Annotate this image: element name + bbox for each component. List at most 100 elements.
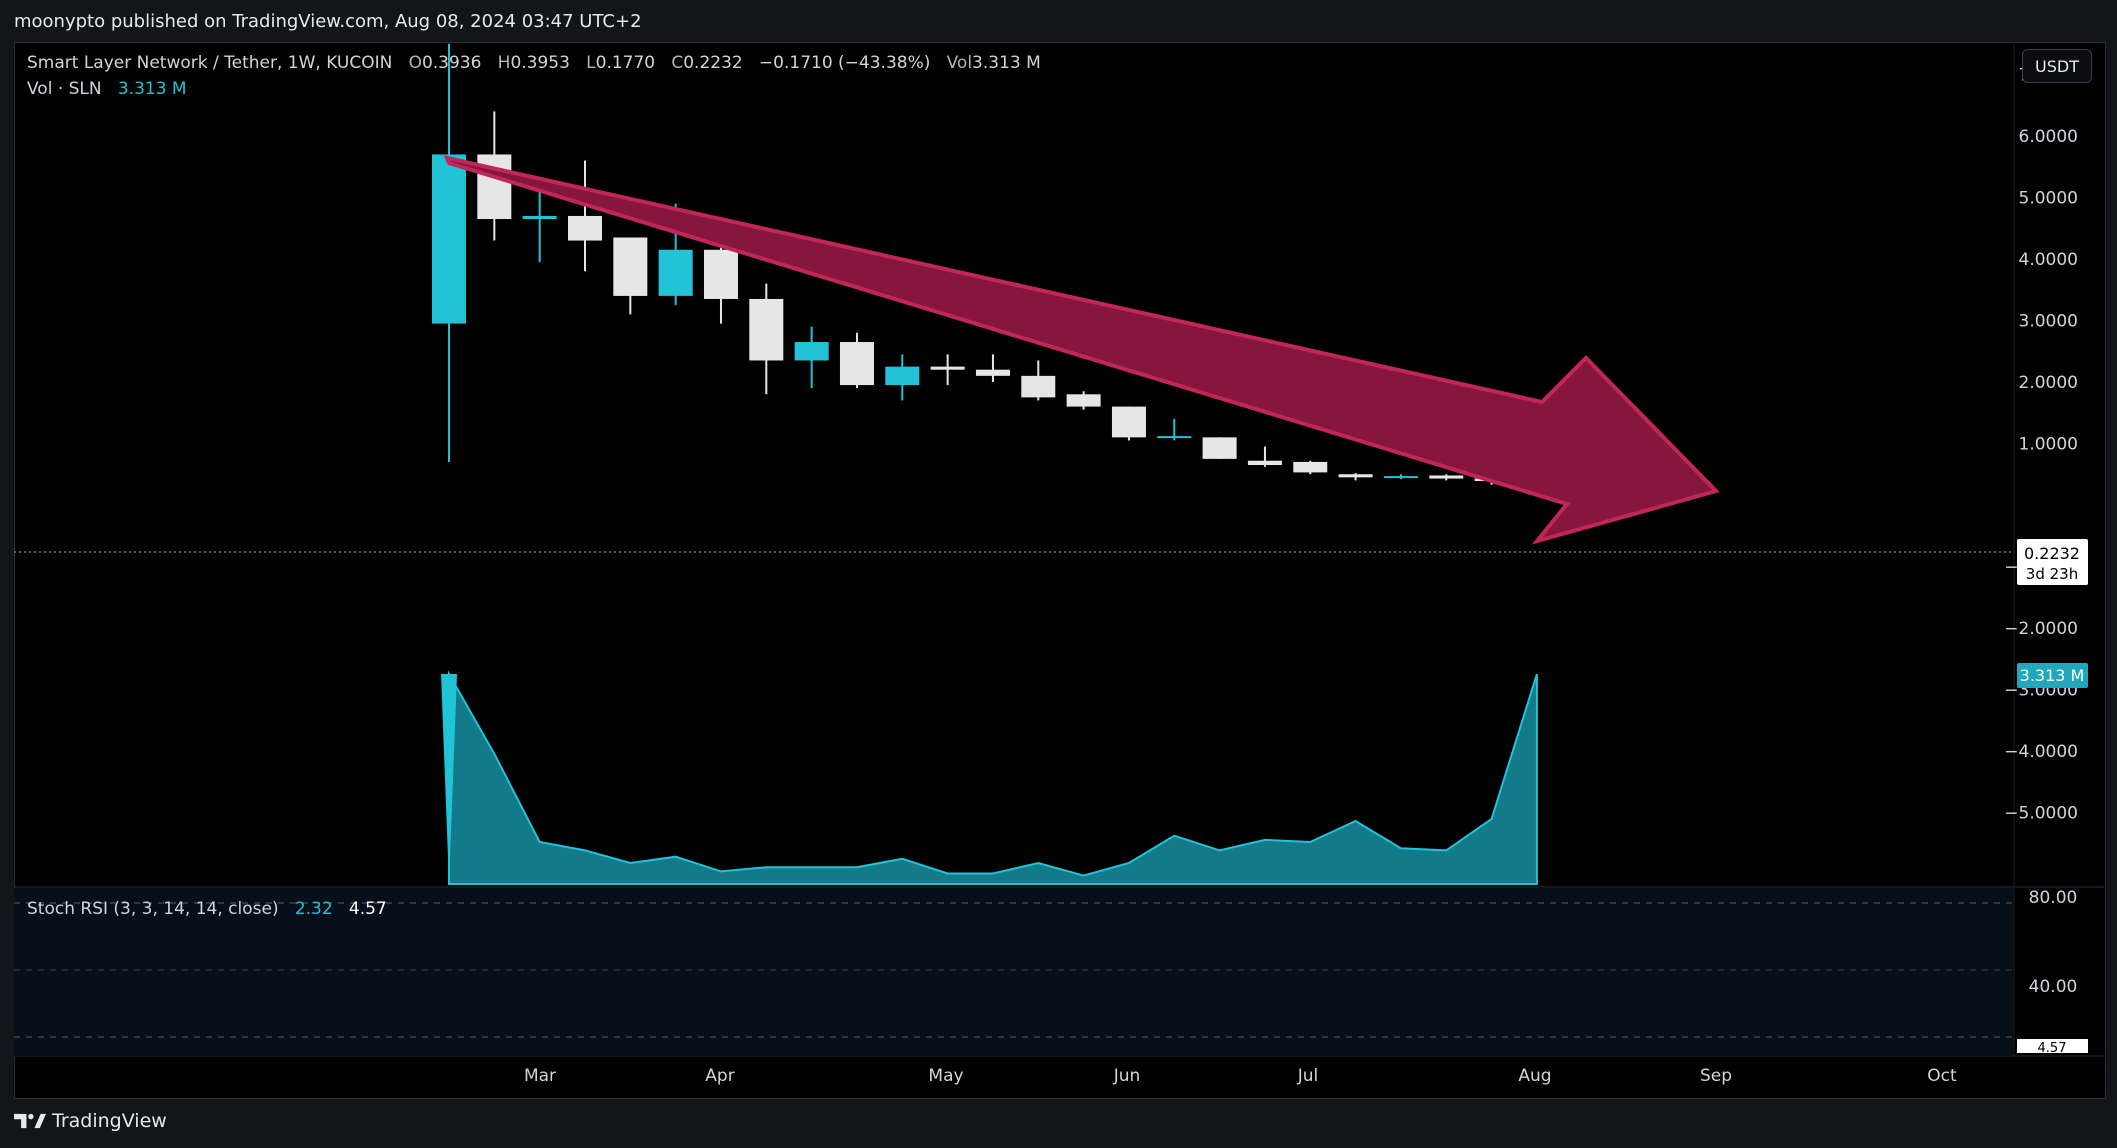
time-tick-label: Apr (705, 1066, 734, 1086)
candle-body (567, 215, 602, 241)
price-tick-label: −5.0000 (2004, 804, 2078, 824)
time-tick-label: Jul (1297, 1066, 1319, 1086)
candle-body (930, 366, 965, 370)
tradingview-logo-icon (14, 1113, 46, 1129)
stoch-rsi-d: 4.57 (348, 899, 387, 919)
candle-body (1383, 476, 1418, 479)
stoch-rsi-label: Stoch RSI (3, 3, 14, 14, close) (27, 899, 279, 919)
high-value: 0.3953 (510, 53, 570, 73)
volume-area-fill (448, 670, 1538, 885)
candle-body (1247, 460, 1282, 466)
symbol-name[interactable]: Smart Layer Network / Tether, 1W, KUCOIN (27, 53, 393, 73)
downtrend-arrow (443, 155, 1720, 545)
close-label: C (671, 53, 684, 73)
candle (432, 43, 466, 462)
candle (1429, 474, 1464, 481)
open-value: 0.3936 (421, 53, 482, 73)
candle-body (613, 237, 648, 296)
candle-body (975, 369, 1010, 376)
candle (1293, 460, 1328, 475)
close-value: 0.2232 (683, 53, 743, 73)
brand[interactable]: TradingView (14, 1110, 167, 1132)
bar-countdown: 3d 23h (2026, 565, 2078, 583)
price-tick-label: 2.0000 (2019, 373, 2078, 393)
candle (1066, 391, 1101, 410)
candle (975, 354, 1010, 382)
time-tick-label: Oct (1927, 1066, 1957, 1086)
currency-button[interactable]: USDT (2022, 49, 2092, 83)
footer-bar (0, 1100, 2117, 1148)
time-tick-label: Jun (1113, 1066, 1141, 1086)
volume-spike-first (441, 674, 457, 884)
candle-body (1157, 436, 1192, 439)
high-label: H (497, 53, 511, 73)
time-axis: Mar Apr May Jun Jul Aug Sep Oct (524, 1066, 1957, 1086)
price-tick-label: 4.0000 (2019, 250, 2078, 270)
candle (1247, 446, 1282, 467)
vol-value: 3.313 M (972, 53, 1041, 73)
candle (885, 354, 920, 401)
symbol-legend[interactable]: Smart Layer Network / Tether, 1W, KUCOIN… (27, 53, 1041, 73)
price-tick-label: 3.0000 (2019, 312, 2078, 332)
stoch-rsi-k: 2.32 (294, 899, 333, 919)
candle-body (658, 249, 693, 296)
candle (749, 283, 784, 395)
candle-body (522, 215, 557, 220)
candle-body (1293, 461, 1328, 473)
price-tick-label: 6.0000 (2019, 127, 2078, 147)
stoch-badge-value: 4.57 (2038, 1041, 2067, 1056)
stoch-tick-label: 80.00 (2029, 888, 2078, 908)
stoch-tick-label: 40.00 (2029, 977, 2078, 997)
open-label: O (408, 53, 422, 73)
candle (613, 237, 648, 315)
candle (1111, 406, 1146, 441)
price-tick-label: −4.0000 (2004, 742, 2078, 762)
volume-area (441, 670, 1538, 885)
last-price-value: 0.2232 (2024, 544, 2080, 563)
candle (1021, 360, 1056, 401)
candle-body (1066, 394, 1101, 407)
candles (432, 43, 1554, 495)
candle (567, 160, 602, 272)
price-tick-label: 5.0000 (2019, 189, 2078, 209)
candle-body (885, 366, 920, 386)
publish-bar: moonypto published on TradingView.com, A… (0, 0, 2117, 42)
time-tick-label: Aug (1518, 1066, 1551, 1086)
candle-body (1021, 375, 1056, 398)
candle (522, 179, 557, 263)
candle-body (1202, 437, 1237, 459)
candle-body (432, 154, 466, 324)
vol-label: Vol (946, 53, 973, 73)
candle-body (839, 342, 874, 386)
candle (1202, 437, 1237, 459)
candle-body (1111, 406, 1146, 438)
low-value: 0.1770 (595, 53, 656, 73)
candle-body (1429, 475, 1464, 479)
candle (1383, 474, 1418, 480)
candle (930, 354, 965, 386)
time-tick-label: May (928, 1066, 963, 1086)
volume-legend-label: Vol · SLN (27, 79, 102, 99)
volume-legend-value: 3.313 M (117, 79, 187, 99)
candle (839, 332, 874, 389)
volume-legend[interactable]: Vol · SLN 3.313 M (27, 79, 187, 99)
time-tick-label: Sep (1700, 1066, 1732, 1086)
candle-body (749, 298, 784, 361)
candle-body (1338, 474, 1373, 478)
stoch-rsi-pane (14, 888, 2013, 1056)
change-value: −0.1710 (−43.38%) (758, 53, 931, 73)
candle (1157, 418, 1192, 441)
last-price-badge: 0.2232 3d 23h (2017, 539, 2088, 585)
candle-body (794, 342, 829, 361)
price-axis: 7.00006.00005.00004.00003.00002.00001.00… (2004, 66, 2088, 1056)
candle (1338, 473, 1373, 481)
stoch-badge: 4.57 (2017, 1039, 2088, 1056)
stoch-rsi-legend[interactable]: Stoch RSI (3, 3, 14, 14, close) 2.32 4.5… (27, 899, 387, 919)
volume-badge-value: 3.313 M (2020, 666, 2085, 685)
price-tick-label: 1.0000 (2019, 435, 2078, 455)
candle (794, 326, 829, 389)
price-tick-label: −2.0000 (2004, 619, 2078, 639)
time-tick-label: Mar (524, 1066, 556, 1086)
candle-body (703, 249, 738, 299)
